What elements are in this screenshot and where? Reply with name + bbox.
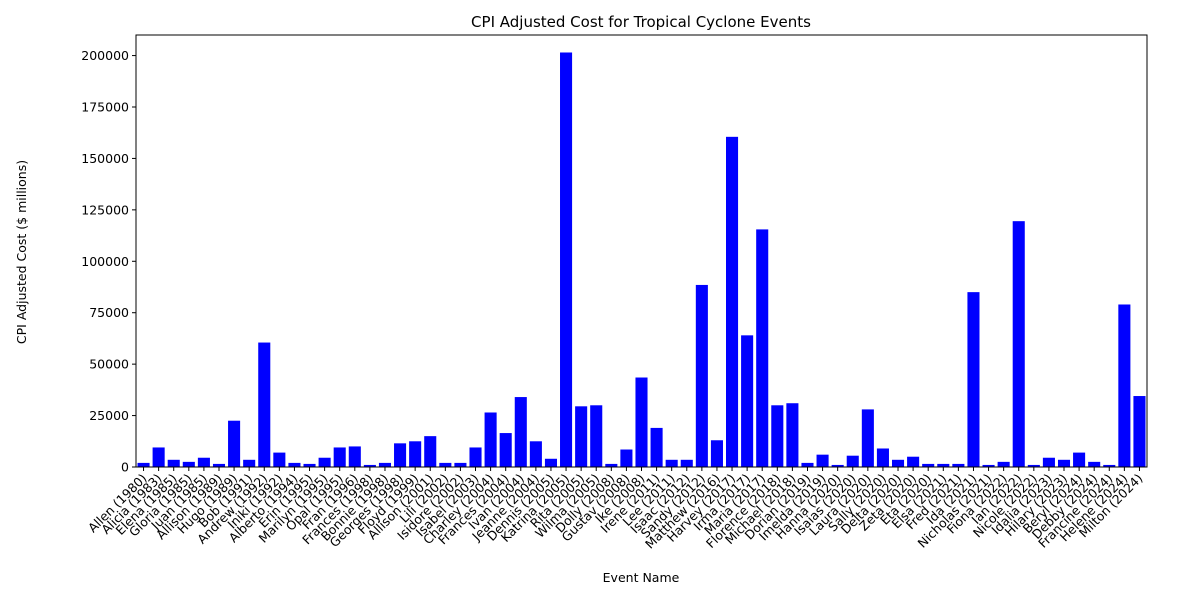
bar (967, 292, 980, 467)
bar (484, 412, 497, 467)
bars-group (137, 52, 1146, 468)
bar (273, 452, 286, 467)
bar (680, 459, 693, 467)
y-tick-label: 25000 (89, 408, 129, 423)
bar (182, 461, 195, 467)
bar (801, 462, 814, 467)
bar (529, 441, 542, 467)
bar (137, 462, 150, 467)
bar (152, 447, 165, 467)
bar (861, 409, 874, 467)
bar (635, 377, 648, 467)
chart-title: CPI Adjusted Cost for Tropical Cyclone E… (471, 13, 811, 31)
bar (424, 436, 437, 467)
bar (1057, 459, 1071, 467)
bar (816, 454, 829, 467)
y-axis-label: CPI Adjusted Cost ($ millions) (14, 160, 29, 344)
y-tick-label: 100000 (81, 254, 129, 269)
bar (891, 459, 905, 467)
bar (771, 405, 784, 467)
bar (1088, 461, 1101, 467)
bar (439, 462, 452, 467)
bar (665, 459, 678, 467)
bar (197, 457, 210, 467)
bar (378, 462, 392, 467)
bar (212, 463, 226, 467)
bar (1133, 396, 1146, 467)
bar (590, 405, 603, 467)
bar (786, 403, 799, 467)
bar (876, 448, 889, 467)
y-tick-label: 200000 (81, 48, 129, 63)
bar (318, 457, 331, 467)
bar (363, 464, 376, 467)
bar (514, 397, 527, 467)
bar (167, 459, 180, 467)
bar (288, 462, 301, 467)
bar (756, 229, 769, 467)
bar (726, 136, 739, 467)
bar (710, 440, 723, 467)
bar (1012, 221, 1025, 467)
bar (1118, 304, 1131, 467)
bar (454, 462, 467, 467)
bar (228, 420, 241, 467)
bar (982, 464, 995, 467)
bar (937, 463, 950, 467)
bar (348, 446, 361, 467)
bar (846, 455, 859, 467)
bar (695, 284, 708, 467)
bar (409, 441, 422, 467)
bar (394, 443, 407, 467)
y-axis-ticks: 0 25000 50000 75000 100000 125000 150000 175000… (81, 48, 136, 475)
bar (258, 342, 271, 467)
y-tick-label: 125000 (81, 202, 129, 217)
bar (605, 463, 618, 467)
bar (997, 461, 1010, 467)
bar (333, 447, 346, 467)
bar (650, 427, 663, 467)
bar (243, 459, 256, 467)
bar (544, 458, 557, 467)
bar (1103, 464, 1116, 467)
bar (469, 447, 482, 467)
bar (1073, 452, 1086, 467)
y-tick-label: 150000 (81, 151, 129, 166)
y-tick-label: 0 (121, 460, 129, 475)
y-tick-label: 50000 (89, 357, 129, 372)
bar (1027, 464, 1040, 467)
bar (922, 463, 935, 467)
bar (575, 406, 588, 467)
bar (952, 463, 965, 467)
y-tick-label: 75000 (89, 305, 129, 320)
bar (741, 335, 754, 467)
plot-frame (135, 34, 1148, 468)
bar (1042, 457, 1055, 467)
x-axis-label: Event Name (603, 570, 680, 585)
bar (907, 456, 920, 467)
x-axis-ticks: Allen (1980)Alicia (1983)Elena (1985)Glo… (85, 467, 1146, 552)
bar (560, 52, 573, 468)
bar (620, 449, 633, 467)
bar (499, 433, 512, 467)
bar (303, 463, 316, 467)
bar (831, 464, 844, 467)
y-tick-label: 175000 (81, 100, 129, 115)
